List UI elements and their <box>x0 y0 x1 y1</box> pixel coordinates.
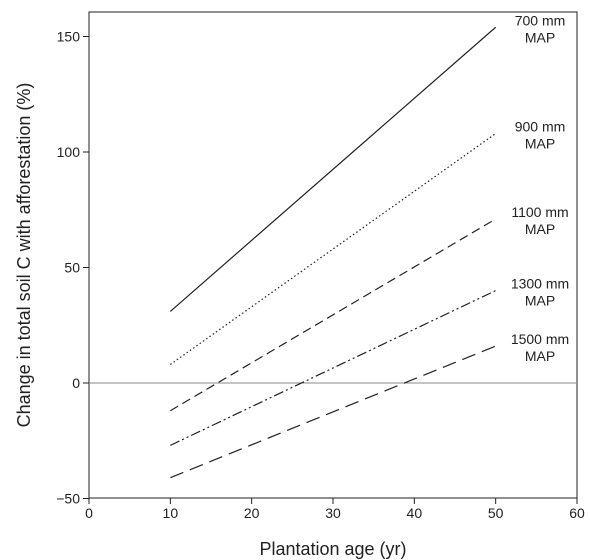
y-tick-label: 100 <box>57 144 81 160</box>
series-line-1 <box>170 134 495 365</box>
series-label-line2: MAP <box>525 29 555 45</box>
x-tick-label: 60 <box>569 505 585 521</box>
y-tick-label: 50 <box>64 260 80 276</box>
y-axis-ticks: −50 0 50 100 150 <box>56 29 89 507</box>
series-label-line1: 1100 mm <box>511 204 568 220</box>
y-tick-label: −50 <box>56 491 80 507</box>
series-line-4 <box>170 346 495 478</box>
series-label-line2: MAP <box>525 293 555 309</box>
x-tick-label: 0 <box>85 505 93 521</box>
y-axis-title: Change in total soil C with afforestatio… <box>14 83 34 428</box>
x-tick-label: 40 <box>407 505 423 521</box>
x-axis-ticks: 0 10 20 30 40 50 60 <box>85 498 585 521</box>
x-tick-label: 30 <box>325 505 341 521</box>
x-axis-title: Plantation age (yr) <box>259 539 406 559</box>
series-label-line2: MAP <box>525 348 555 364</box>
x-tick-label: 10 <box>163 505 179 521</box>
series-label-line1: 1300 mm <box>511 276 569 292</box>
series-line-0 <box>170 27 495 311</box>
series-label-line1: 900 mm <box>515 119 566 135</box>
series-label-line1: 1500 mm <box>511 331 569 347</box>
series-line-2 <box>170 219 495 411</box>
series-label-line1: 700 mm <box>515 12 566 28</box>
series-label-line2: MAP <box>525 136 555 152</box>
x-tick-label: 20 <box>244 505 260 521</box>
y-tick-label: 0 <box>72 375 80 391</box>
series-lines <box>170 27 495 477</box>
x-tick-label: 50 <box>488 505 504 521</box>
series-label-line2: MAP <box>525 221 555 237</box>
plot-frame <box>89 12 577 498</box>
series-line-3 <box>170 291 495 446</box>
y-tick-label: 150 <box>57 29 81 45</box>
